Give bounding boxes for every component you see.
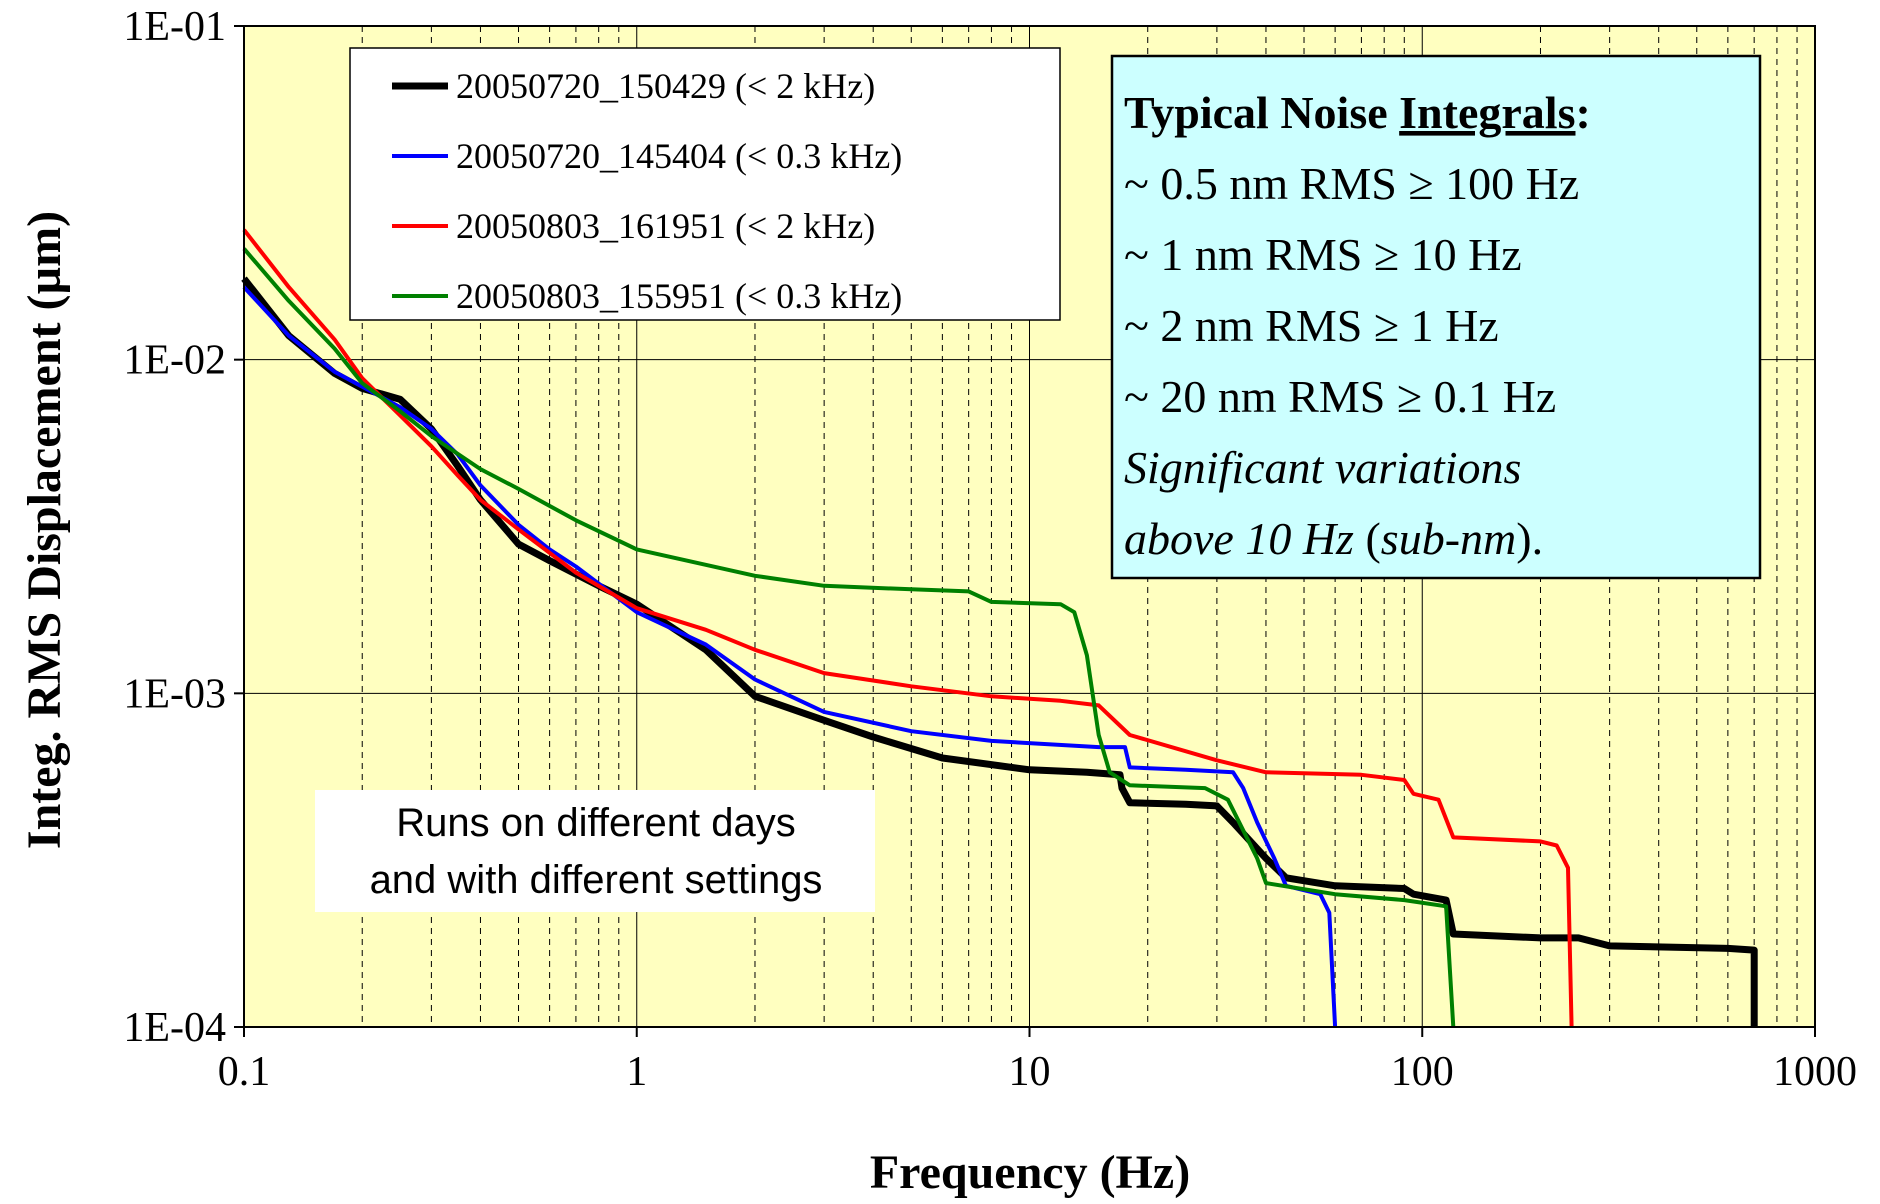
info-box-background — [1110, 54, 1762, 580]
y-tick-label: 1E-04 — [123, 1005, 226, 1051]
legend-label: 20050803_155951 (< 0.3 kHz) — [456, 276, 902, 316]
x-tick-label: 1000 — [1773, 1049, 1857, 1095]
info-title-suffix: : — [1575, 87, 1590, 138]
x-tick-label: 1 — [626, 1049, 647, 1095]
series-line — [242, 228, 1574, 1028]
info-box-title: Typical Noise Integrals: — [1124, 87, 1591, 138]
x-tick-labels: 0.1 1 10 100 1000 — [218, 1027, 1857, 1095]
info-title-underlined: Integrals — [1399, 87, 1575, 138]
note-box: Runs on different days and with differen… — [315, 790, 875, 912]
note-line-2: and with different settings — [370, 858, 823, 902]
y-tick-label: 1E-01 — [123, 4, 226, 50]
series-line — [242, 285, 1338, 1028]
y-tick-label: 1E-02 — [123, 338, 226, 384]
info-italic-2b: ( — [1354, 513, 1381, 564]
x-tick-label: 10 — [1009, 1049, 1051, 1095]
series-layer — [241, 228, 1758, 1028]
legend-label: 20050803_161951 (< 2 kHz) — [456, 206, 875, 246]
info-line-1: ~ 0.5 nm RMS ≥ 100 Hz — [1124, 158, 1579, 209]
info-line-2: ~ 1 nm RMS ≥ 10 Hz — [1124, 229, 1522, 280]
note-line-1: Runs on different days — [396, 801, 796, 845]
legend-box — [349, 47, 1061, 321]
legend: 20050720_150429 (< 2 kHz) 20050720_145404… — [349, 47, 1061, 321]
legend-label: 20050720_150429 (< 2 kHz) — [456, 66, 875, 106]
info-italic-line-1: Significant variations — [1124, 442, 1521, 493]
y-axis-title: Integ. RMS Displacement (µm) — [18, 211, 71, 849]
info-italic-2c: sub-nm — [1381, 513, 1516, 564]
y-tick-labels: 1E-01 1E-02 1E-03 1E-04 — [123, 4, 244, 1051]
x-axis-title: Frequency (Hz) — [870, 1146, 1190, 1199]
info-italic-2d: ). — [1516, 513, 1543, 564]
info-italic-2a: above 10 Hz — [1124, 513, 1354, 564]
series-line — [242, 247, 1456, 1028]
x-tick-label: 0.1 — [218, 1049, 271, 1095]
info-italic-line-2: above 10 Hz (sub-nm). — [1124, 513, 1543, 564]
info-line-4: ~ 20 nm RMS ≥ 0.1 Hz — [1124, 371, 1556, 422]
info-title-prefix: Typical Noise — [1124, 87, 1399, 138]
series-line — [241, 276, 1758, 1027]
info-line-3: ~ 2 nm RMS ≥ 1 Hz — [1124, 300, 1499, 351]
note-box-background — [315, 790, 875, 912]
info-box: Typical Noise Integrals: ~ 0.5 nm RMS ≥ … — [1110, 54, 1762, 580]
y-tick-label: 1E-03 — [123, 671, 226, 717]
legend-label: 20050720_145404 (< 0.3 kHz) — [456, 136, 902, 176]
x-tick-label: 100 — [1391, 1049, 1454, 1095]
